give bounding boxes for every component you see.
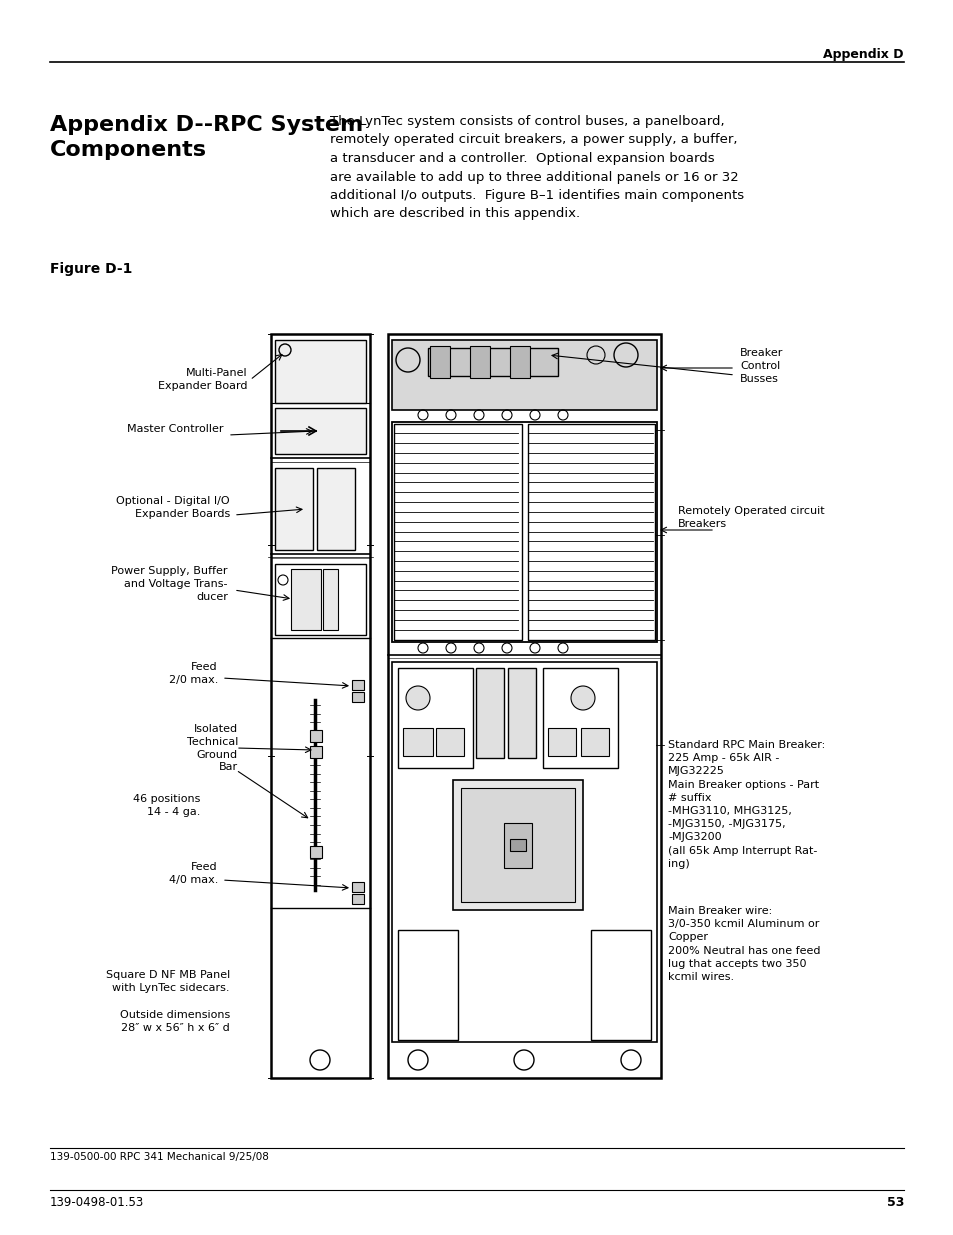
- Text: Appendix D: Appendix D: [822, 48, 903, 61]
- Bar: [310, 730, 322, 742]
- Bar: [510, 839, 525, 851]
- Text: Figure D-1: Figure D-1: [50, 262, 132, 275]
- Bar: [392, 340, 657, 410]
- Text: Power Supply, Buffer
and Voltage Trans-
ducer: Power Supply, Buffer and Voltage Trans- …: [112, 566, 228, 601]
- Bar: [388, 333, 660, 1078]
- Bar: [394, 424, 521, 640]
- Text: Multi-Panel
Expander Board: Multi-Panel Expander Board: [158, 368, 248, 390]
- Text: 53: 53: [885, 1195, 903, 1209]
- Bar: [430, 346, 450, 378]
- Text: Master Controller: Master Controller: [128, 424, 224, 433]
- Bar: [470, 346, 490, 378]
- Bar: [590, 930, 650, 1040]
- Bar: [397, 930, 457, 1040]
- Bar: [352, 680, 364, 690]
- Bar: [580, 727, 608, 756]
- Text: Optional - Digital I/O
Expander Boards: Optional - Digital I/O Expander Boards: [116, 496, 230, 519]
- Bar: [271, 333, 370, 1078]
- Bar: [310, 746, 322, 758]
- Bar: [352, 692, 364, 701]
- Text: Main Breaker wire:
3/0-350 kcmil Aluminum or
Copper
200% Neutral has one feed
lu: Main Breaker wire: 3/0-350 kcmil Aluminu…: [667, 906, 820, 982]
- Bar: [436, 727, 463, 756]
- Bar: [542, 668, 618, 768]
- Bar: [510, 346, 530, 378]
- Text: Feed
2/0 max.: Feed 2/0 max.: [169, 662, 218, 684]
- Text: 139-0500-00 RPC 341 Mechanical 9/25/08: 139-0500-00 RPC 341 Mechanical 9/25/08: [50, 1152, 269, 1162]
- Circle shape: [571, 685, 595, 710]
- Bar: [428, 348, 558, 375]
- Bar: [274, 340, 366, 403]
- Text: Feed
4/0 max.: Feed 4/0 max.: [169, 862, 218, 884]
- Bar: [476, 668, 503, 758]
- Text: The LynTec system consists of control buses, a panelboard,
remotely operated cir: The LynTec system consists of control bu…: [330, 115, 743, 221]
- Text: Outside dimensions
28″ w x 56″ h x 6″ d: Outside dimensions 28″ w x 56″ h x 6″ d: [120, 1010, 230, 1032]
- Text: Square D NF MB Panel
with LynTec sidecars.: Square D NF MB Panel with LynTec sidecar…: [106, 969, 230, 993]
- Bar: [402, 727, 433, 756]
- Bar: [274, 408, 366, 454]
- Bar: [392, 422, 657, 642]
- Bar: [547, 727, 576, 756]
- Bar: [323, 569, 337, 630]
- Bar: [503, 823, 532, 868]
- Bar: [397, 668, 473, 768]
- Bar: [453, 781, 582, 910]
- Text: Standard RPC Main Breaker:
225 Amp - 65k AIR -
MJG32225
Main Breaker options - P: Standard RPC Main Breaker: 225 Amp - 65k…: [667, 740, 824, 868]
- Text: Breaker
Control
Busses: Breaker Control Busses: [740, 348, 782, 384]
- Bar: [507, 668, 536, 758]
- Bar: [352, 882, 364, 892]
- Bar: [316, 468, 355, 550]
- Text: Appendix D--RPC System
Components: Appendix D--RPC System Components: [50, 115, 363, 159]
- Bar: [310, 846, 322, 858]
- Text: 139-0498-01.53: 139-0498-01.53: [50, 1195, 144, 1209]
- Text: 46 positions
14 - 4 ga.: 46 positions 14 - 4 ga.: [132, 794, 200, 816]
- Text: Remotely Operated circuit
Breakers: Remotely Operated circuit Breakers: [678, 506, 823, 530]
- Bar: [460, 788, 575, 902]
- Bar: [392, 662, 657, 1042]
- Bar: [274, 468, 313, 550]
- Bar: [274, 564, 366, 635]
- Circle shape: [406, 685, 430, 710]
- Text: Isolated
Technical
Ground
Bar: Isolated Technical Ground Bar: [187, 724, 237, 772]
- Bar: [352, 894, 364, 904]
- Bar: [291, 569, 320, 630]
- Bar: [527, 424, 655, 640]
